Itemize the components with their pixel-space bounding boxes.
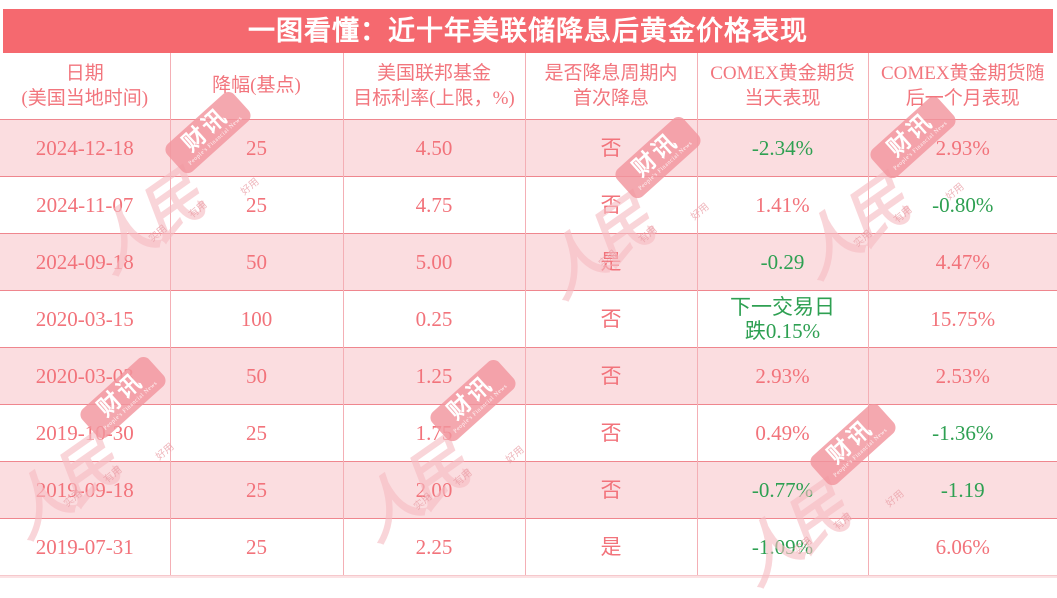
table-row: 2024-09-18 50 5.00 是 -0.29 4.47% (0, 233, 1057, 291)
cell-target-rate: 1.75 (342, 404, 525, 462)
cell-first-cut: 否 (524, 290, 697, 348)
col-header-first-cut: 是否降息周期内 首次降息 (524, 53, 697, 120)
table-row: 2020-03-15 100 0.25 否 下一交易日 跌0.15% 15.75… (0, 290, 1057, 348)
col-header-date: 日期 (美国当地时间) (0, 53, 170, 120)
cell-first-cut: 否 (524, 119, 697, 177)
cell-same-day-perf: 下一交易日 跌0.15% (696, 290, 868, 348)
cell-next-month-perf: -1.36% (867, 404, 1057, 462)
cell-target-rate: 1.25 (342, 347, 525, 405)
cell-first-cut: 是 (524, 233, 697, 291)
cell-cut-bp: 50 (169, 347, 343, 405)
cell-target-rate: 4.50 (342, 119, 525, 177)
cell-next-month-perf: 6.06% (867, 518, 1057, 576)
cell-cut-bp: 25 (169, 176, 343, 234)
col-header-next-month: COMEX黄金期货随 后一个月表现 (867, 53, 1057, 120)
cell-cut-bp: 50 (169, 233, 343, 291)
cell-date: 2019-10-30 (0, 404, 170, 462)
cell-cut-bp: 25 (169, 404, 343, 462)
cell-same-day-perf: -1.09% (696, 518, 868, 576)
cell-date: 2024-11-07 (0, 176, 170, 234)
table-row: 2019-07-31 25 2.25 是 -1.09% 6.06% (0, 518, 1057, 576)
table-row: 2024-12-18 25 4.50 否 -2.34% 2.93% (0, 119, 1057, 177)
header-row: 日期 (美国当地时间) 降幅(基点) 美国联邦基金 目标利率(上限，%) 是否降… (0, 53, 1057, 120)
cell-first-cut: 否 (524, 176, 697, 234)
cell-target-rate: 5.00 (342, 233, 525, 291)
cell-next-month-perf: -0.80% (867, 176, 1057, 234)
cell-same-day-perf: 2.93% (696, 347, 868, 405)
cell-date: 2020-03-03 (0, 347, 170, 405)
cell-same-day-perf: 1.41% (696, 176, 868, 234)
table-row: 2019-10-30 25 1.75 否 0.49% -1.36% (0, 404, 1057, 462)
cell-target-rate: 0.25 (342, 290, 525, 348)
cell-same-day-perf: -2.34% (696, 119, 868, 177)
table-row: 2024-11-07 25 4.75 否 1.41% -0.80% (0, 176, 1057, 234)
cell-next-month-perf: 4.47% (867, 233, 1057, 291)
cell-same-day-perf: -0.77% (696, 461, 868, 519)
table-row: 2020-03-03 50 1.25 否 2.93% 2.53% (0, 347, 1057, 405)
cell-cut-bp: 25 (169, 119, 343, 177)
cell-next-month-perf: 2.93% (867, 119, 1057, 177)
cell-date: 2020-03-15 (0, 290, 170, 348)
col-header-same-day: COMEX黄金期货 当天表现 (696, 53, 868, 120)
cell-first-cut: 是 (524, 518, 697, 576)
cell-target-rate: 2.25 (342, 518, 525, 576)
table-row: 2019-09-18 25 2.00 否 -0.77% -1.19 (0, 461, 1057, 519)
cell-date: 2024-12-18 (0, 119, 170, 177)
cell-first-cut: 否 (524, 461, 697, 519)
rate-cut-gold-table: 日期 (美国当地时间) 降幅(基点) 美国联邦基金 目标利率(上限，%) 是否降… (0, 53, 1057, 576)
col-header-cut-bp: 降幅(基点) (169, 53, 343, 120)
title-bar: 一图看懂：近十年美联储降息后黄金价格表现 (3, 9, 1053, 53)
page-title: 一图看懂：近十年美联储降息后黄金价格表现 (248, 15, 808, 46)
cell-date: 2019-07-31 (0, 518, 170, 576)
cell-target-rate: 4.75 (342, 176, 525, 234)
cell-first-cut: 否 (524, 404, 697, 462)
cell-cut-bp: 25 (169, 461, 343, 519)
cell-cut-bp: 100 (169, 290, 343, 348)
cell-target-rate: 2.00 (342, 461, 525, 519)
cell-cut-bp: 25 (169, 518, 343, 576)
cell-next-month-perf: 15.75% (867, 290, 1057, 348)
rate-cut-gold-table-wrap: 日期 (美国当地时间) 降幅(基点) 美国联邦基金 目标利率(上限，%) 是否降… (0, 53, 1057, 576)
col-header-target-rate: 美国联邦基金 目标利率(上限，%) (342, 53, 525, 120)
cell-next-month-perf: -1.19 (867, 461, 1057, 519)
cell-same-day-perf: 0.49% (696, 404, 868, 462)
cell-first-cut: 否 (524, 347, 697, 405)
cell-next-month-perf: 2.53% (867, 347, 1057, 405)
cell-date: 2024-09-18 (0, 233, 170, 291)
cell-same-day-perf: -0.29 (696, 233, 868, 291)
cell-date: 2019-09-18 (0, 461, 170, 519)
